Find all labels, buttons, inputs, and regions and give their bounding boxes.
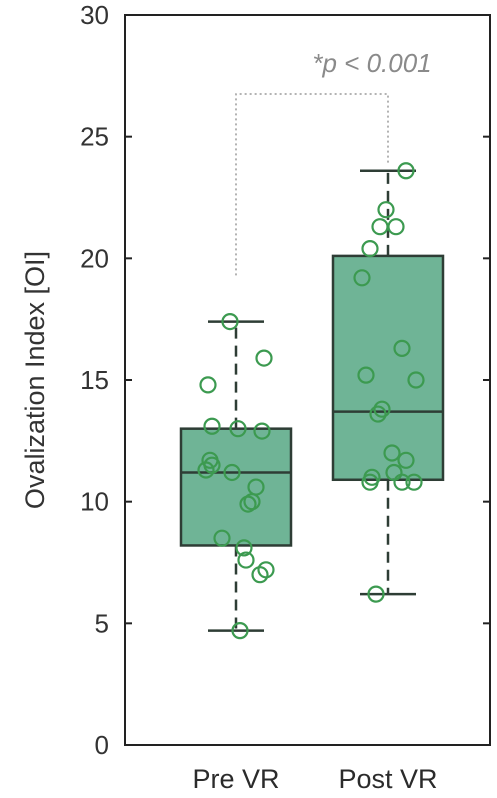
data-point — [237, 551, 255, 569]
data-point — [397, 451, 415, 469]
y-tick-label: 5 — [95, 608, 109, 638]
significance-annotation: *p < 0.001 — [312, 48, 431, 78]
data-point — [361, 240, 379, 258]
data-point — [405, 473, 423, 491]
data-point — [251, 566, 269, 584]
data-point — [229, 420, 247, 438]
data-point — [203, 417, 221, 435]
data-point — [239, 495, 257, 513]
y-tick-label: 20 — [80, 243, 109, 273]
axes — [124, 14, 491, 746]
labels: Ovalization Index [OI] *p < 0.001 0 5 10 15… — [20, 0, 438, 794]
data-point — [199, 376, 217, 394]
data-point — [407, 371, 425, 389]
data-point — [235, 539, 253, 557]
y-tick-label: 10 — [80, 487, 109, 517]
y-tick-label: 30 — [80, 0, 109, 30]
data-point — [369, 405, 387, 423]
iqr-box — [331, 254, 445, 482]
data-point — [383, 444, 401, 462]
data-point — [231, 622, 249, 640]
data-point — [367, 585, 385, 603]
data-point — [353, 269, 371, 287]
y-tick-label: 0 — [95, 730, 109, 760]
data-point — [371, 218, 389, 236]
data-point — [397, 162, 415, 180]
data-point — [255, 349, 273, 367]
data-point — [393, 339, 411, 357]
y-tick-label: 15 — [80, 365, 109, 395]
data-point — [223, 463, 241, 482]
data-point — [377, 201, 395, 219]
data-point — [373, 400, 391, 418]
y-axis-title: Ovalization Index [OI] — [20, 251, 50, 509]
data-point — [393, 473, 411, 491]
boxes — [179, 169, 445, 632]
x-category-label: Post VR — [338, 764, 437, 794]
data-point — [253, 422, 271, 440]
data-point — [387, 218, 405, 236]
significance-bracket — [235, 93, 389, 276]
data-point — [361, 473, 379, 491]
iqr-box — [179, 427, 293, 547]
data-point — [197, 461, 215, 479]
data-point — [221, 313, 239, 331]
data-point — [357, 366, 375, 384]
data-points — [197, 162, 425, 640]
data-point — [213, 529, 231, 547]
y-tick-label: 25 — [80, 122, 109, 152]
x-category-label: Pre VR — [192, 764, 279, 794]
